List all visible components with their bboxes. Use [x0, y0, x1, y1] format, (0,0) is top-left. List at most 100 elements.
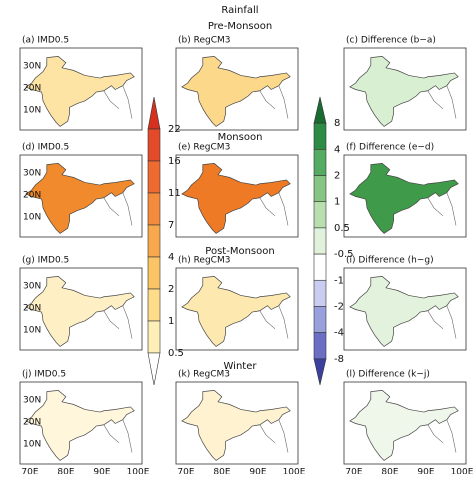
- border-line: [103, 305, 133, 339]
- colorbar-segment: [147, 224, 161, 258]
- lon-tick-label: 70E: [345, 468, 362, 475]
- season-label: Post-Monsoon: [205, 246, 274, 257]
- border-line: [259, 305, 289, 339]
- colorbar-label: 0.5: [334, 223, 350, 234]
- colorbar-label: -1: [334, 275, 344, 286]
- panel-label: (b) RegCM3: [178, 36, 230, 46]
- figure-title: Rainfall: [221, 5, 258, 16]
- map: [349, 55, 459, 127]
- map: [181, 162, 291, 234]
- colorbar-segment: [313, 279, 327, 307]
- panel-label: (c) Difference (b−a): [346, 36, 436, 46]
- colorbar-segment: [147, 288, 161, 322]
- panel-label: (d) IMD0.5: [22, 143, 69, 153]
- lat-tick-label: 20N: [23, 304, 41, 314]
- map: [349, 162, 459, 234]
- border-line: [103, 85, 133, 119]
- border-line: [427, 305, 457, 339]
- colorbar-segment: [313, 201, 327, 229]
- border-line: [427, 85, 457, 119]
- border-line: [103, 419, 133, 453]
- colorbar-segment: [313, 358, 327, 386]
- border-line: [259, 85, 289, 119]
- lat-tick-label: 20N: [23, 418, 41, 428]
- colorbar-segment: [313, 96, 327, 124]
- lat-tick-label: 10N: [23, 213, 41, 223]
- colorbar-segment: [313, 253, 327, 281]
- colorbar-label: -0.5: [334, 249, 354, 260]
- panel-label: (h) RegCM3: [178, 256, 230, 266]
- map: [181, 389, 291, 461]
- lon-tick-label: 100E: [451, 468, 474, 475]
- colorbar-label: -8: [334, 354, 344, 365]
- lon-tick-label: 90E: [93, 468, 110, 475]
- colorbar-segment: [147, 352, 161, 386]
- season-label: Monsoon: [218, 132, 263, 143]
- lon-tick-label: 80E: [381, 468, 398, 475]
- panel-label: (k) RegCM3: [178, 370, 230, 380]
- map: [181, 55, 291, 127]
- season-label: Winter: [224, 361, 258, 372]
- lon-tick-label: 70E: [21, 468, 38, 475]
- panel-label: (e) RegCM3: [178, 143, 230, 153]
- lat-tick-label: 30N: [23, 282, 41, 292]
- colorbar-segment: [313, 306, 327, 333]
- lat-tick-label: 30N: [23, 169, 41, 179]
- border-line: [103, 192, 133, 226]
- colorbar-segment: [147, 160, 161, 194]
- colorbar-segment: [147, 192, 161, 226]
- colorbar-segment: [147, 96, 161, 130]
- colorbar-label: 0.5: [168, 348, 184, 359]
- colorbar-segment: [313, 175, 327, 203]
- colorbar-segment: [147, 128, 161, 162]
- colorbar-label: 4: [168, 252, 174, 263]
- panel-label: (f) Difference (e−d): [346, 143, 434, 153]
- colorbar-label: 7: [168, 220, 174, 231]
- colorbar-label: 2: [168, 284, 174, 295]
- colorbar-label: 1: [168, 316, 174, 327]
- colorbar-label: 2: [334, 171, 340, 182]
- lat-tick-label: 10N: [23, 440, 41, 450]
- lon-tick-label: 90E: [249, 468, 266, 475]
- map: [25, 55, 135, 127]
- panel-label: (i) Difference (h−g): [346, 256, 434, 266]
- map: [25, 162, 135, 234]
- colorbar-segment: [313, 332, 327, 360]
- border-line: [427, 419, 457, 453]
- colorbar-label: 1: [334, 197, 340, 208]
- border-line: [427, 192, 457, 226]
- colorbar-segment: [147, 256, 161, 290]
- border-line: [259, 419, 289, 453]
- colorbar-label: 16: [168, 156, 181, 167]
- lat-tick-label: 30N: [23, 62, 41, 72]
- colorbar-segment: [313, 122, 327, 150]
- lat-tick-label: 30N: [23, 396, 41, 406]
- map: [181, 275, 291, 347]
- lon-tick-label: 100E: [283, 468, 306, 475]
- colorbar-label: 11: [168, 188, 181, 199]
- lon-tick-label: 80E: [213, 468, 230, 475]
- lon-tick-label: 100E: [127, 468, 150, 475]
- map: [25, 389, 135, 461]
- colorbar-label: -2: [334, 301, 344, 312]
- colorbar-label: 8: [334, 118, 340, 129]
- panel-label: (g) IMD0.5: [22, 256, 69, 266]
- colorbar-segment: [147, 320, 161, 354]
- panel-label: (a) IMD0.5: [22, 36, 69, 46]
- map: [349, 389, 459, 461]
- colorbar-label: 4: [334, 144, 340, 155]
- colorbar-label: -4: [334, 328, 344, 339]
- colorbar-label: 22: [168, 124, 181, 135]
- map: [349, 275, 459, 347]
- panel-label: (l) Difference (k−j): [346, 370, 430, 380]
- lat-tick-label: 10N: [23, 106, 41, 116]
- lat-tick-label: 20N: [23, 84, 41, 94]
- map: [25, 275, 135, 347]
- lat-tick-label: 10N: [23, 326, 41, 336]
- lon-tick-label: 80E: [57, 468, 74, 475]
- colorbar-segment: [313, 227, 327, 255]
- lon-tick-label: 90E: [417, 468, 434, 475]
- lat-tick-label: 20N: [23, 191, 41, 201]
- border-line: [259, 192, 289, 226]
